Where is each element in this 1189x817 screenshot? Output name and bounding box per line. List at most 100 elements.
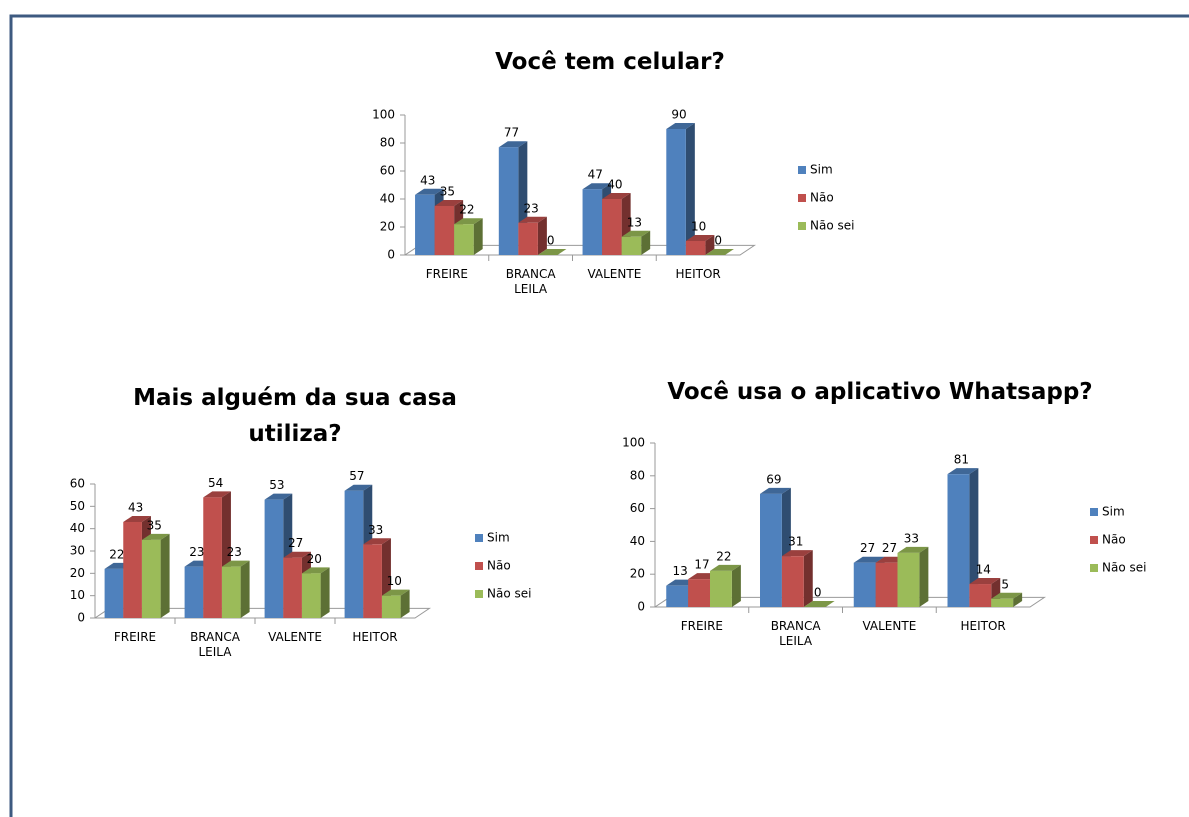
bar-side xyxy=(803,550,813,607)
legend-label: Não sei xyxy=(487,587,531,601)
bar-front xyxy=(283,557,302,618)
y-tick-label: 30 xyxy=(70,544,85,558)
bar-top xyxy=(415,188,444,195)
x-tick-label: VALENTE xyxy=(587,267,642,281)
legend-label: Não sei xyxy=(810,219,854,233)
value-label: 10 xyxy=(691,220,706,234)
bar-front xyxy=(666,585,689,607)
bar-top xyxy=(947,468,979,475)
bar-top xyxy=(582,183,612,190)
y-tick-label: 40 xyxy=(630,534,645,548)
bar-top xyxy=(344,484,373,491)
bar-front xyxy=(104,568,124,618)
value-label: 23 xyxy=(227,545,242,559)
x-tick-label: BRANCA LEILA xyxy=(505,267,556,296)
y-tick-label: 40 xyxy=(70,521,85,535)
bar-top xyxy=(123,515,151,522)
value-label: 22 xyxy=(716,549,731,563)
bar-front xyxy=(454,224,474,255)
x-tick-label-box: HEITOR xyxy=(675,267,720,281)
x-tick-label-box: FREIRE xyxy=(426,267,468,281)
bar-top xyxy=(283,551,311,558)
bar-front xyxy=(123,521,142,618)
x-tick-label: FREIRE xyxy=(113,630,157,644)
bar-top xyxy=(203,491,231,498)
bar-top xyxy=(498,141,528,148)
bar-front xyxy=(203,497,222,618)
bar-front xyxy=(518,222,538,255)
value-label: 13 xyxy=(673,564,688,578)
bar-front xyxy=(582,189,603,255)
bar-side xyxy=(320,567,330,618)
chart-title: Você usa o aplicativo Whatsapp? xyxy=(667,379,1093,405)
value-label: 69 xyxy=(766,472,781,486)
bar-front xyxy=(381,595,401,618)
y-tick-label: 0 xyxy=(387,248,395,262)
bar xyxy=(710,564,741,607)
bar-side xyxy=(1013,592,1023,607)
value-label: 0 xyxy=(714,234,722,248)
value-label: 20 xyxy=(307,552,322,566)
value-label: 23 xyxy=(189,545,204,559)
bar-side xyxy=(537,216,547,255)
slide-frame xyxy=(9,14,1189,817)
legend-label: Não xyxy=(810,191,834,205)
value-label: 33 xyxy=(904,531,919,545)
value-label: 13 xyxy=(627,215,642,229)
bar-top xyxy=(685,235,715,241)
value-label: 90 xyxy=(671,108,686,122)
bar xyxy=(781,550,813,607)
legend-label: Sim xyxy=(810,163,833,177)
bar-front xyxy=(434,206,455,255)
value-label: 43 xyxy=(420,173,435,187)
bar xyxy=(454,218,483,255)
bar-top xyxy=(897,546,929,553)
bar-front xyxy=(344,490,364,618)
value-label: 0 xyxy=(814,586,822,600)
value-label: 17 xyxy=(694,558,709,572)
value-label: 33 xyxy=(368,523,383,537)
legend-label: Não xyxy=(487,559,511,573)
bar-top xyxy=(363,538,391,545)
bar-side xyxy=(919,546,929,607)
y-tick-label: 80 xyxy=(380,136,395,150)
bar-front xyxy=(415,194,435,255)
x-tick-label-box: HEITOR xyxy=(352,630,397,644)
bar-front xyxy=(710,570,732,607)
y-tick-label: 0 xyxy=(77,611,85,625)
bar-front xyxy=(947,474,970,607)
x-tick-label: FREIRE xyxy=(680,619,724,633)
bar xyxy=(803,601,835,607)
legend-swatch xyxy=(475,534,483,542)
legend-label: Sim xyxy=(487,531,510,545)
bar-top xyxy=(537,249,567,255)
bar xyxy=(685,235,715,255)
value-label: 31 xyxy=(788,535,803,549)
bar-top xyxy=(434,200,464,206)
bar xyxy=(897,546,929,607)
bar-front xyxy=(264,499,284,618)
y-tick-label: 60 xyxy=(380,164,395,178)
value-label: 35 xyxy=(147,518,162,532)
bar-front xyxy=(301,573,321,618)
bar-front xyxy=(666,129,686,255)
legend-label: Sim xyxy=(1102,505,1125,519)
bar-front xyxy=(688,579,710,607)
x-tick-label-box: HEITOR xyxy=(960,619,1005,633)
bar-side xyxy=(685,123,695,255)
bar-front xyxy=(498,147,519,255)
bar-front xyxy=(184,566,204,618)
legend-label: Não xyxy=(1102,533,1126,547)
bar-side xyxy=(641,230,651,255)
value-label: 22 xyxy=(459,203,474,217)
x-tick-label: VALENTE xyxy=(862,619,917,633)
value-label: 40 xyxy=(607,178,622,192)
value-label: 14 xyxy=(976,563,991,577)
x-tick-label-box: VALENTE xyxy=(862,619,917,633)
bar-top xyxy=(760,487,791,494)
value-label: 10 xyxy=(387,574,402,588)
x-tick-label: VALENTE xyxy=(268,630,322,644)
x-tick-label: BRANCA LEILA xyxy=(190,630,240,659)
